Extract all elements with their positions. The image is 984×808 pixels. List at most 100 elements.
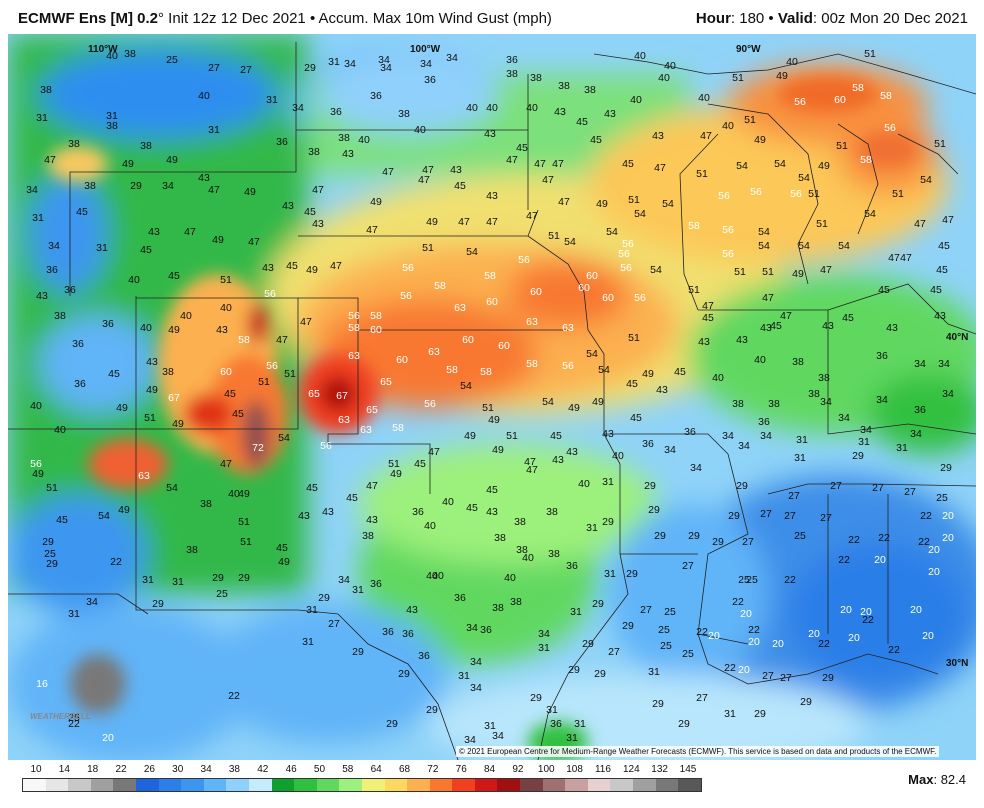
gust-value-label: 34 xyxy=(690,462,702,474)
gust-value-label: 38 xyxy=(492,602,504,614)
gust-value-label: 47 xyxy=(542,174,554,186)
gust-value-label: 36 xyxy=(402,628,414,640)
gust-value-label: 25 xyxy=(794,530,806,542)
gust-value-label: 38 xyxy=(548,548,560,560)
gust-value-label: 20 xyxy=(942,532,954,544)
gust-value-label: 20 xyxy=(928,544,940,556)
gust-value-label: 56 xyxy=(424,398,436,410)
legend-label: 68 xyxy=(398,764,411,775)
gust-value-label: 51 xyxy=(506,430,518,442)
gust-value-label: 36 xyxy=(480,624,492,636)
gust-value-label: 49 xyxy=(426,216,438,228)
gust-value-label: 34 xyxy=(938,358,950,370)
gust-value-label: 43 xyxy=(148,226,160,238)
legend-swatch xyxy=(68,779,91,791)
gust-value-label: 38 xyxy=(818,372,830,384)
gust-value-label: 29 xyxy=(582,638,594,650)
gust-value-label: 56 xyxy=(320,440,332,452)
gust-value-label: 47 xyxy=(422,164,434,176)
gust-value-label: 31 xyxy=(328,56,340,68)
gust-value-label: 40 xyxy=(432,570,444,582)
gust-value-label: 29 xyxy=(648,504,660,516)
legend-label: 132 xyxy=(651,764,668,775)
gust-value-label: 43 xyxy=(282,200,294,212)
gust-value-label: 34 xyxy=(860,424,872,436)
gust-value-label: 47 xyxy=(276,334,288,346)
gust-value-label: 27 xyxy=(682,560,694,572)
wind-gust-map[interactable]: 110°W 100°W 90°W 40°N 30°N 40 38 25 27 27 29 31 34 34… xyxy=(8,34,976,760)
gust-value-label: 43 xyxy=(602,428,614,440)
gust-value-label: 27 xyxy=(742,536,754,548)
gust-value-label: 47 xyxy=(366,480,378,492)
gust-value-label: 45 xyxy=(76,206,88,218)
gust-value-label: 16 xyxy=(36,678,48,690)
gust-value-label: 25 xyxy=(664,606,676,618)
gust-value-label: 34 xyxy=(446,52,458,64)
gust-value-label: 45 xyxy=(276,542,288,554)
gust-value-label: 38 xyxy=(558,80,570,92)
gust-value-label: 22 xyxy=(68,718,80,730)
gust-value-label: 58 xyxy=(688,220,700,232)
gust-value-label: 29 xyxy=(754,708,766,720)
gust-value-label: 54 xyxy=(798,172,810,184)
gust-value-label: 34 xyxy=(420,58,432,70)
gust-value-label: 25 xyxy=(658,624,670,636)
gust-value-label: 38 xyxy=(530,72,542,84)
gust-value-label: 34 xyxy=(470,682,482,694)
legend-swatch xyxy=(452,779,475,791)
gust-value-label: 34 xyxy=(538,628,550,640)
gust-value-label: 40 xyxy=(522,552,534,564)
gust-value-label: 29 xyxy=(46,558,58,570)
gust-value-label: 58 xyxy=(434,280,446,292)
gust-value-label: 43 xyxy=(342,148,354,160)
gust-value-label: 56 xyxy=(722,248,734,260)
legend-swatch xyxy=(474,779,498,791)
gust-value-label: 31 xyxy=(484,720,496,732)
gust-value-label: 31 xyxy=(36,112,48,124)
gust-value-label: 20 xyxy=(848,632,860,644)
gust-value-label: 49 xyxy=(792,268,804,280)
copyright-credit: © 2021 European Centre for Medium-Range … xyxy=(456,746,940,757)
gust-value-label: 49 xyxy=(244,186,256,198)
gust-value-label: 47 xyxy=(330,260,342,272)
gust-value-label: 45 xyxy=(108,368,120,380)
gust-value-label: 29 xyxy=(594,668,606,680)
gust-value-label: 34 xyxy=(162,180,174,192)
gust-value-label: 34 xyxy=(942,388,954,400)
gust-value-label: 36 xyxy=(382,626,394,638)
gust-value-label: 45 xyxy=(56,514,68,526)
gust-value-label: 40 xyxy=(30,400,42,412)
gust-value-label: 31 xyxy=(546,704,558,716)
gust-value-label: 51 xyxy=(836,140,848,152)
gust-value-label: 38 xyxy=(308,146,320,158)
gust-value-label: 29 xyxy=(352,646,364,658)
gust-value-label: 36 xyxy=(64,284,76,296)
legend-label: 10 xyxy=(30,764,42,775)
gust-value-label: 43 xyxy=(652,130,664,142)
gust-value-label: 51 xyxy=(744,114,756,126)
gust-value-label: 31 xyxy=(172,576,184,588)
legend-swatch xyxy=(90,779,114,791)
gust-value-label: 43 xyxy=(698,336,710,348)
gust-value-label: 54 xyxy=(650,264,662,276)
gust-value-label: 43 xyxy=(146,356,158,368)
gust-value-label: 51 xyxy=(816,218,828,230)
gust-value-label: 51 xyxy=(422,242,434,254)
gust-value-label: 36 xyxy=(424,74,436,86)
gust-value-label: 56 xyxy=(794,96,806,108)
gust-value-label: 29 xyxy=(712,536,724,548)
gust-value-label: 40 xyxy=(180,310,192,322)
gust-value-label: 25 xyxy=(660,640,672,652)
gust-value-label: 56 xyxy=(620,262,632,274)
gust-value-label: 31 xyxy=(602,476,614,488)
gust-value-label: 45 xyxy=(770,320,782,332)
gust-value-label: 27 xyxy=(208,62,220,74)
gust-value-label: 31 xyxy=(586,522,598,534)
gust-value-label: 45 xyxy=(702,312,714,324)
coordinate-label: 90°W xyxy=(736,44,761,55)
gust-value-label: 45 xyxy=(286,260,298,272)
gust-value-label: 63 xyxy=(348,350,360,362)
gust-value-label: 38 xyxy=(514,516,526,528)
gust-value-label: 56 xyxy=(618,248,630,260)
legend-label: 72 xyxy=(427,764,439,775)
